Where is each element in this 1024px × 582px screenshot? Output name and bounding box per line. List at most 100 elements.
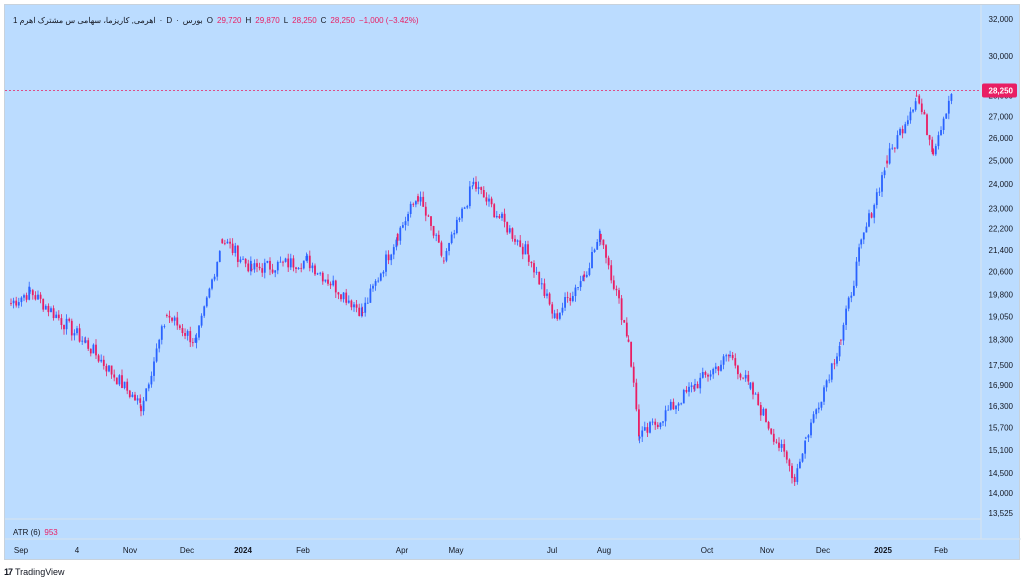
candle-body: [736, 365, 739, 375]
candle-body: [442, 260, 445, 262]
candle-body: [461, 208, 463, 219]
y-tick-label: 18,300: [989, 336, 1014, 345]
candle-body: [839, 339, 842, 341]
candle-body: [744, 374, 747, 379]
candle-body: [361, 312, 364, 313]
candle-body: [527, 255, 530, 262]
candle-body: [729, 355, 731, 356]
candle-body: [229, 241, 231, 244]
candle-body: [55, 314, 58, 319]
candle-body: [878, 191, 881, 193]
candle-body: [675, 405, 677, 410]
candle-body: [73, 333, 76, 336]
candle-body: [163, 326, 166, 327]
candle-body: [128, 390, 131, 397]
candle-body: [860, 239, 863, 245]
symbol-name[interactable]: 1 اهرمی, کاریزما، سهامی س مشترک اهرم: [13, 16, 156, 25]
candle-body: [448, 243, 450, 251]
y-tick-label: 23,000: [989, 204, 1014, 213]
candle-body: [752, 382, 754, 395]
candle-body: [915, 95, 918, 97]
candle-body: [942, 118, 945, 131]
y-tick-label: 25,000: [989, 157, 1014, 166]
candle-body: [377, 280, 380, 282]
candle-body: [382, 271, 385, 274]
candle-body: [688, 386, 690, 392]
candle-body: [131, 394, 134, 397]
candle-body: [862, 232, 865, 240]
x-tick-label: Jul: [547, 546, 557, 555]
candle-body: [932, 149, 935, 155]
candle-body: [44, 305, 47, 310]
candle-body: [739, 374, 742, 378]
candle-body: [334, 280, 337, 293]
candle-body: [475, 181, 477, 189]
candle-body: [306, 255, 309, 261]
candle-body: [891, 147, 894, 149]
candle-body: [757, 393, 760, 406]
candle-body: [503, 213, 506, 222]
candle-body: [244, 258, 247, 264]
atr-legend[interactable]: ATR (6) 953: [13, 528, 58, 537]
candle-body: [417, 196, 419, 202]
candle-body: [747, 374, 750, 382]
last-price-badge: [982, 83, 1017, 98]
candle-body: [466, 206, 469, 208]
candle-body: [160, 326, 163, 340]
candle-body: [548, 293, 551, 305]
candle-body: [734, 358, 737, 366]
close-label: C: [320, 16, 327, 25]
candle-body: [292, 258, 295, 268]
candle-body: [239, 259, 242, 262]
x-tick-label: Nov: [760, 546, 774, 555]
candle-body: [830, 363, 833, 380]
y-tick-label: 19,800: [989, 290, 1014, 299]
candle-body: [297, 267, 300, 269]
candle-body: [533, 263, 535, 273]
candle-body: [680, 403, 683, 405]
candle-body: [329, 283, 332, 286]
candle-body: [216, 261, 219, 277]
candle-body: [643, 427, 646, 431]
candle-body: [620, 298, 623, 321]
open-value: 29,720: [217, 16, 242, 25]
candle-body: [471, 185, 474, 187]
candle-body: [704, 372, 707, 375]
candle-body: [284, 258, 287, 262]
candle-body: [350, 300, 353, 308]
high-value: 29,870: [255, 16, 280, 25]
candle-body: [15, 300, 18, 306]
candle-body: [87, 340, 90, 349]
candle-body: [807, 435, 810, 438]
candle-body: [881, 175, 883, 192]
tradingview-logo-icon[interactable]: 17: [4, 567, 13, 577]
candle-body: [12, 300, 15, 304]
candle-body: [311, 265, 314, 269]
candle-body: [108, 365, 110, 372]
candle-body: [269, 260, 271, 270]
atr-name: ATR (6): [13, 528, 41, 537]
candle-body: [591, 251, 593, 269]
candle-body: [263, 262, 266, 273]
candle-body: [407, 213, 409, 222]
candle-body: [430, 216, 432, 226]
candle-body: [89, 348, 92, 354]
price-chart[interactable]: 32,00030,00028,00027,00026,00025,00024,0…: [5, 5, 1021, 561]
interval-label[interactable]: D: [166, 16, 173, 25]
candle-body: [577, 287, 579, 288]
candle-body: [234, 245, 237, 253]
candle-body: [588, 268, 591, 275]
candle-body: [579, 281, 582, 288]
candle-body: [906, 120, 909, 125]
exchange-label: بورس: [182, 16, 203, 25]
candle-body: [875, 192, 878, 206]
candle-body: [165, 315, 168, 316]
x-tick-label: 2024: [234, 546, 252, 555]
candle-body: [593, 249, 596, 252]
brand-name[interactable]: TradingView: [15, 567, 65, 577]
candle-body: [909, 111, 912, 121]
candle-body: [868, 213, 870, 227]
chart-frame[interactable]: 32,00030,00028,00027,00026,00025,00024,0…: [4, 4, 1021, 561]
candle-body: [158, 339, 161, 349]
candle-body: [623, 320, 626, 323]
